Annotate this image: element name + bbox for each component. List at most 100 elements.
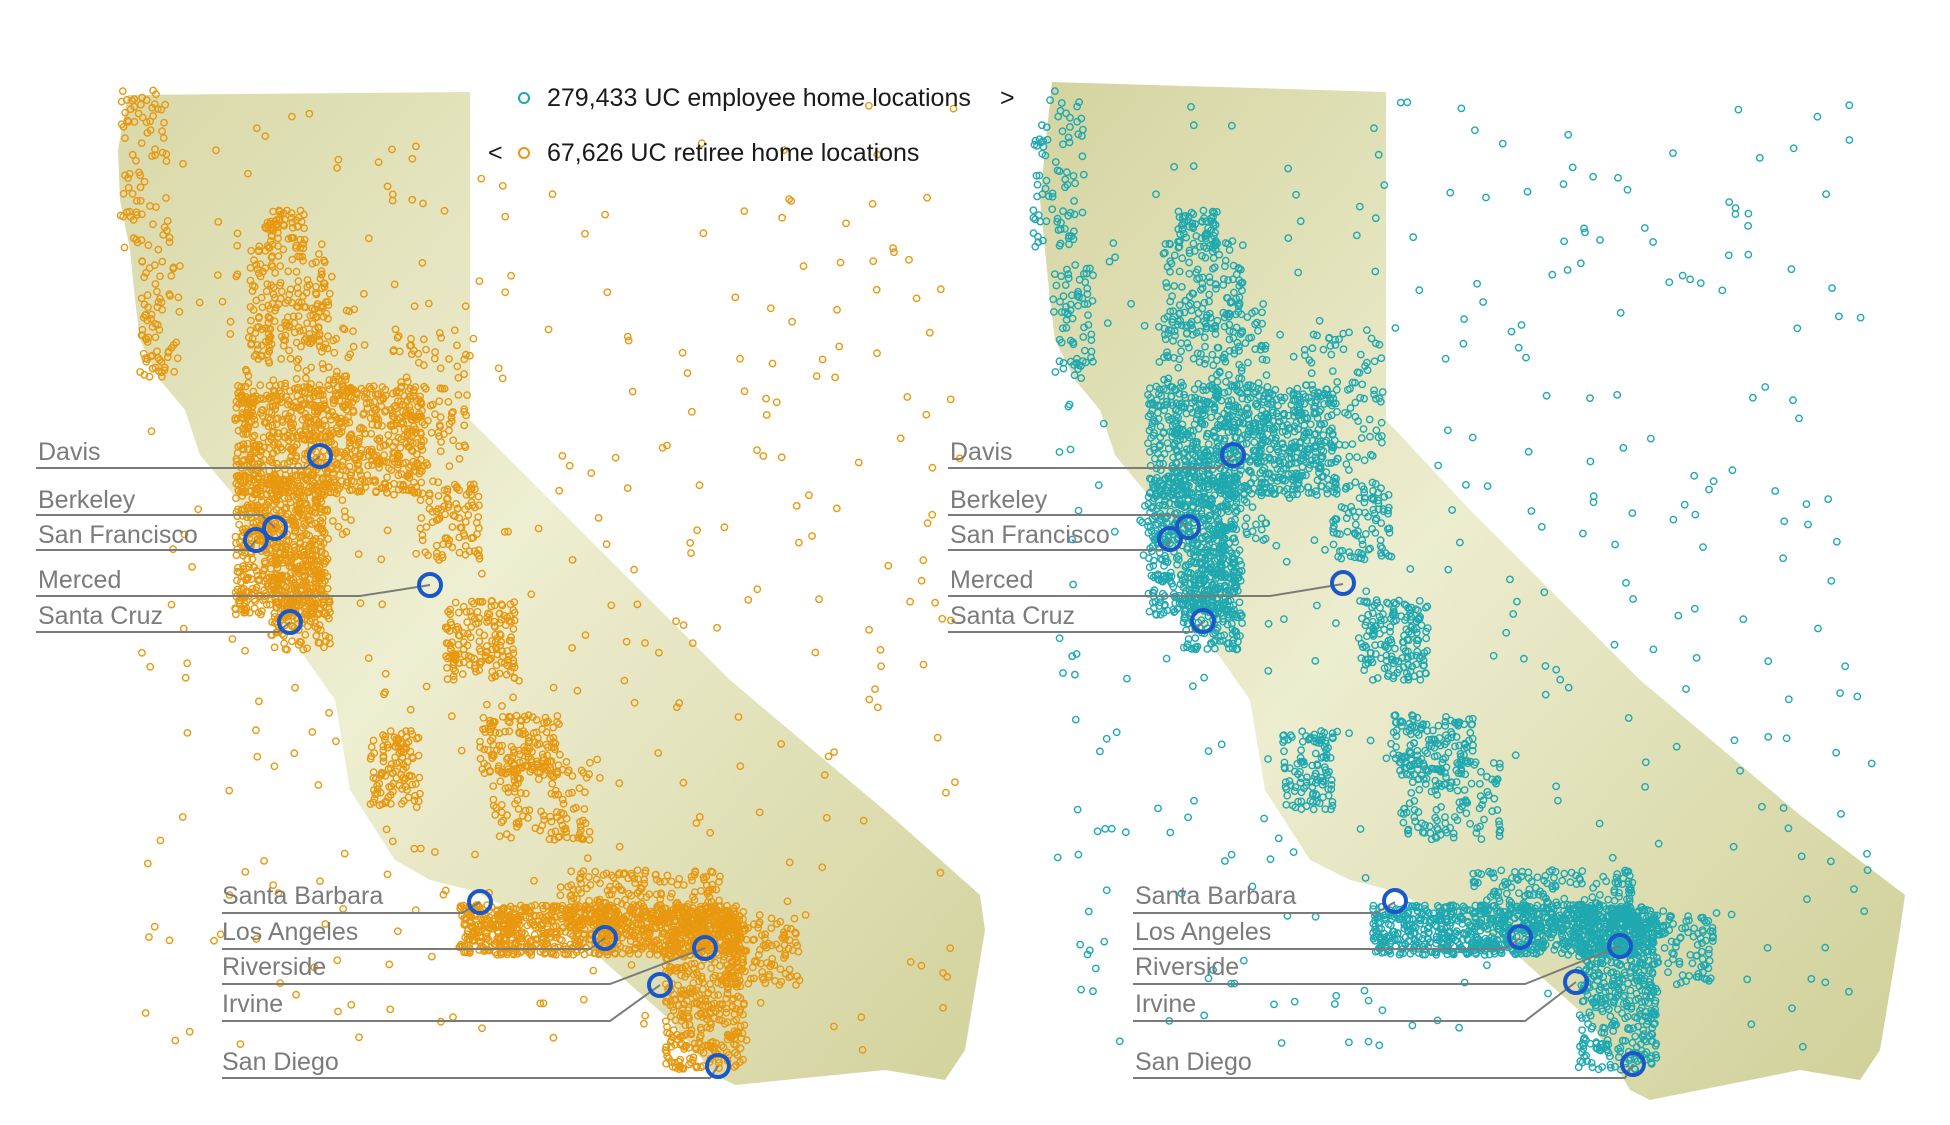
home-location-dot	[498, 181, 507, 190]
home-location-dot	[239, 551, 248, 560]
home-location-dot	[772, 398, 781, 407]
home-location-dot	[355, 424, 364, 433]
home-location-dot	[475, 277, 484, 285]
home-location-dot	[290, 384, 299, 393]
home-location-dot	[308, 400, 317, 409]
home-location-dot	[252, 583, 261, 592]
home-location-dot	[296, 491, 305, 500]
home-location-dot	[234, 389, 243, 398]
home-location-dot	[293, 501, 301, 510]
home-location-dot	[252, 481, 261, 490]
home-location-dot	[243, 501, 252, 510]
home-location-dot	[368, 420, 377, 429]
home-location-dot	[271, 479, 280, 487]
home-location-dot	[270, 643, 279, 652]
home-location-dot	[427, 952, 436, 961]
home-location-dot	[234, 426, 243, 435]
home-location-dot	[367, 448, 376, 457]
home-location-dot	[336, 448, 345, 456]
home-location-dot	[731, 293, 740, 302]
home-location-dot	[601, 210, 609, 219]
campus-label-santa-barbara: Santa Barbara	[222, 882, 383, 910]
home-location-dot	[231, 610, 240, 619]
home-location-dot	[357, 384, 366, 393]
home-location-dot	[380, 451, 388, 459]
home-location-dot	[137, 648, 146, 657]
home-location-dot	[555, 486, 564, 495]
home-location-dot	[699, 229, 708, 238]
home-location-dot	[768, 359, 777, 368]
home-location-dot	[375, 434, 384, 443]
campus-label-berkeley: Berkeley	[38, 486, 136, 514]
home-location-dot	[312, 632, 321, 640]
home-location-dot	[167, 600, 176, 609]
home-location-dot	[118, 87, 127, 96]
home-location-dot	[344, 413, 352, 421]
home-location-dot	[865, 626, 873, 634]
home-location-dot	[235, 520, 244, 529]
home-location-dot	[367, 455, 376, 464]
home-location-dot	[210, 936, 218, 945]
home-location-dot	[237, 413, 246, 422]
home-location-dot	[687, 549, 695, 557]
home-location-dot	[388, 454, 397, 462]
home-location-dot	[354, 438, 363, 447]
home-location-dot	[548, 190, 557, 199]
leader-line-irvine	[222, 984, 661, 1022]
home-location-dot	[381, 441, 390, 449]
home-location-dot	[270, 387, 279, 396]
home-location-dot	[234, 381, 242, 390]
home-location-dot	[740, 207, 749, 216]
home-location-dot	[362, 399, 371, 408]
home-location-dot	[873, 703, 882, 712]
home-location-dot	[347, 485, 356, 494]
home-location-dot	[931, 598, 939, 607]
home-location-dot	[298, 523, 307, 532]
home-location-dot	[284, 494, 293, 503]
home-location-dot	[181, 673, 190, 682]
home-location-dot	[922, 410, 931, 419]
home-location-dot	[239, 562, 248, 571]
home-location-dot	[350, 455, 359, 463]
home-location-dot	[788, 317, 796, 326]
home-location-dot	[258, 462, 267, 471]
home-location-dot	[286, 408, 295, 417]
home-location-dot	[877, 662, 885, 671]
home-location-dot	[234, 481, 243, 489]
home-location-dot	[325, 385, 334, 394]
home-location-dot	[233, 585, 242, 594]
home-location-dot	[903, 393, 912, 401]
home-location-dot	[923, 193, 931, 202]
home-location-dot	[414, 488, 423, 497]
home-location-dot	[354, 465, 362, 474]
home-location-dot	[254, 608, 263, 617]
home-location-dot	[249, 433, 257, 441]
home-location-dot	[251, 726, 260, 735]
home-location-dot	[244, 455, 253, 464]
home-location-dot	[938, 614, 947, 623]
home-location-dot	[253, 571, 262, 580]
home-location-dot	[171, 1036, 180, 1045]
home-location-dot	[906, 597, 914, 606]
home-location-dot	[679, 621, 688, 629]
home-location-dot	[360, 409, 368, 418]
home-location-dot	[233, 512, 242, 521]
home-location-dot	[628, 387, 637, 396]
home-location-dot	[234, 486, 243, 495]
home-location-dot	[270, 438, 279, 447]
home-location-dot	[587, 469, 596, 477]
home-location-dot	[394, 471, 403, 480]
home-location-dot	[361, 483, 370, 491]
home-location-dot	[384, 431, 393, 439]
home-location-dot	[477, 174, 486, 183]
home-location-dot	[333, 956, 342, 965]
home-location-dot	[387, 420, 396, 429]
home-location-dot	[399, 459, 407, 468]
home-location-dot	[353, 461, 362, 470]
home-location-dot	[232, 397, 241, 406]
home-location-dot	[146, 662, 155, 671]
home-location-dot	[287, 637, 296, 646]
home-location-dot	[830, 748, 838, 756]
home-location-dot	[316, 626, 325, 634]
home-location-dot	[270, 762, 279, 771]
